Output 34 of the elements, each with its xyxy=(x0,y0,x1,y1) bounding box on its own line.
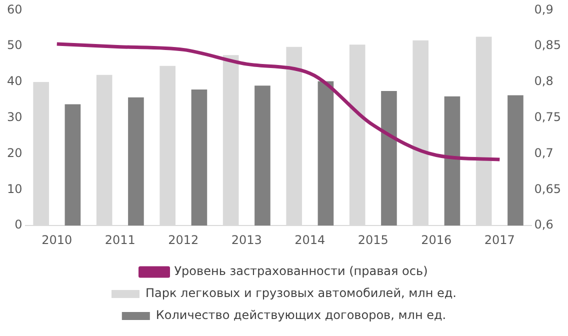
bar xyxy=(128,97,144,226)
y2-tick-label: 0,75 xyxy=(534,110,561,124)
y-tick-label: 0 xyxy=(14,218,22,232)
y-tick-label: 20 xyxy=(6,146,22,160)
bar xyxy=(254,86,270,226)
y-tick-label: 30 xyxy=(6,110,22,124)
x-tick-label: 2013 xyxy=(231,232,262,247)
line-series xyxy=(55,42,502,162)
y2-tick-label: 0,9 xyxy=(534,2,554,16)
bar xyxy=(381,90,397,226)
legend-label: Уровень застрахованности (правая ось) xyxy=(174,264,428,278)
x-tick-label: 2017 xyxy=(484,232,515,247)
x-tick-label: 2016 xyxy=(421,232,452,247)
y2-tick-label: 0,85 xyxy=(534,38,561,52)
y-tick-label: 40 xyxy=(6,74,22,88)
legend-label: Парк легковых и грузовых автомобилей, млн ед. xyxy=(146,286,456,300)
x-tick-label: 2011 xyxy=(104,232,136,247)
legend-label: Количество действующих договоров, млн ед. xyxy=(156,308,446,322)
bar xyxy=(64,104,81,226)
y-tick-label: 10 xyxy=(6,182,22,196)
x-tick-label: 2012 xyxy=(168,232,199,247)
bar xyxy=(508,95,524,226)
x-tick-label: 2014 xyxy=(294,232,326,247)
x-tick-label: 2015 xyxy=(358,232,388,247)
bar xyxy=(191,90,208,226)
y2-tick-label: 0,7 xyxy=(534,146,554,160)
y-tick-label: 50 xyxy=(6,38,22,52)
y2-tick-label: 0,8 xyxy=(534,74,554,88)
bar xyxy=(318,81,334,226)
bar xyxy=(444,96,460,226)
x-tick-label: 2010 xyxy=(42,232,72,247)
y2-tick-label: 0,65 xyxy=(534,182,561,196)
y-tick-label: 60 xyxy=(6,2,22,16)
y2-tick-label: 0,6 xyxy=(534,218,554,232)
